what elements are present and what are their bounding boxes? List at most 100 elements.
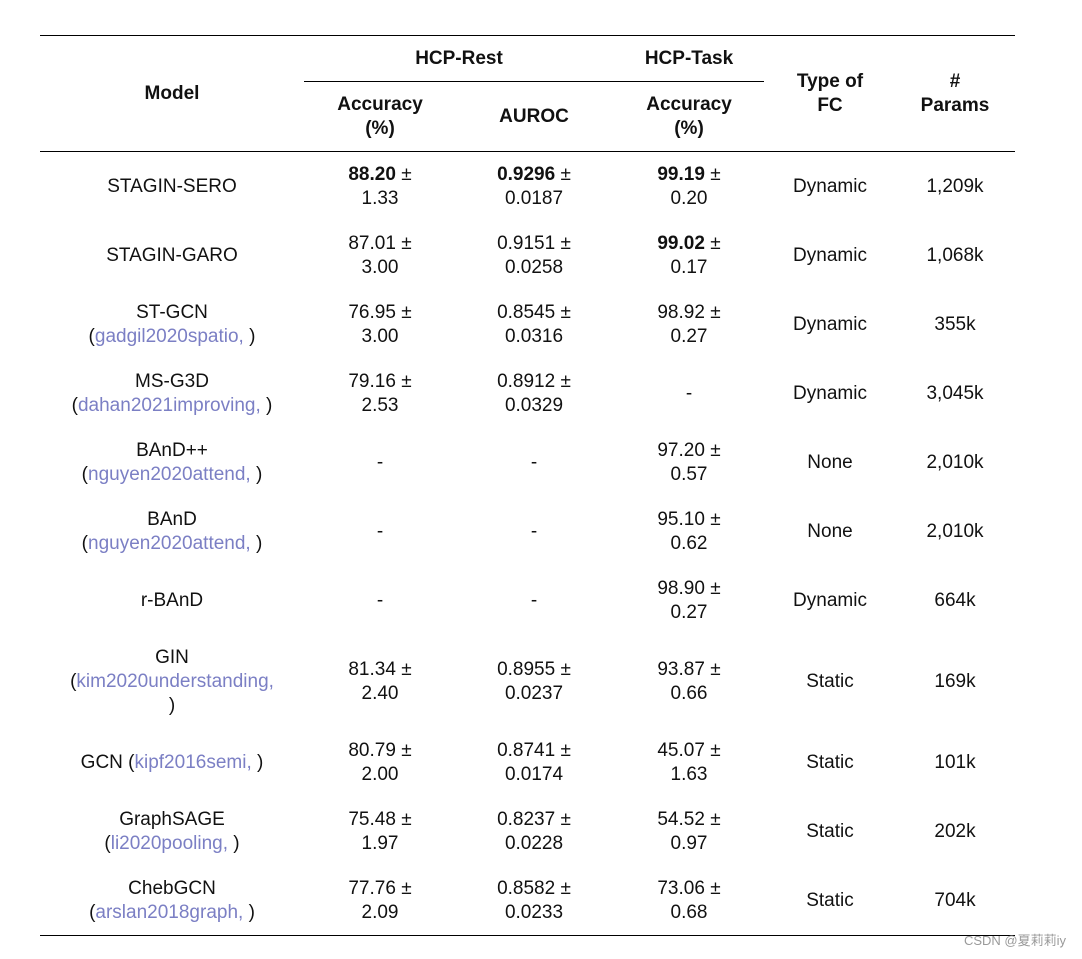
rest-accuracy-value: 77.76: [348, 878, 396, 899]
rest-accuracy: 75.48 ±1.97: [348, 808, 411, 856]
header-fc-line2: FC: [817, 95, 843, 116]
rest-auroc-sd: 0.0237: [504, 683, 564, 704]
params-cell: 664k: [934, 590, 976, 611]
model-cell: GCN (kipf2016semi, ): [81, 751, 264, 775]
rest-accuracy-sd: 2.40: [361, 683, 399, 704]
task-accuracy: 97.20 ±0.57: [657, 439, 720, 487]
task-accuracy-value: 45.07: [657, 740, 705, 761]
citation-10: arslan2018graph,: [95, 902, 244, 923]
paren-close: ): [250, 533, 263, 554]
task-accuracy-pm: ±: [704, 233, 721, 254]
header-params-line1: #: [949, 71, 961, 92]
rest-auroc-line1: 0.9296 ±: [497, 163, 571, 187]
model-name: GraphSAGE: [119, 809, 225, 830]
model-cell: ST-GCN (gadgil2020spatio, ): [89, 301, 256, 349]
header-bottom-rule: [40, 151, 1015, 152]
task-accuracy-pm: ±: [704, 440, 721, 461]
rest-auroc-line1: 0.8955 ±: [497, 658, 571, 682]
paren-close: ): [251, 752, 264, 773]
rest-accuracy-value: 80.79: [348, 740, 396, 761]
top-rule: [40, 35, 1015, 36]
model-cite-line: (li2020pooling, ): [104, 832, 239, 856]
task-accuracy-line1: 54.52 ±: [657, 808, 720, 832]
task-accuracy: 99.02 ±0.17: [657, 232, 720, 280]
rest-auroc: -: [531, 451, 537, 475]
header-model: Model: [144, 83, 200, 104]
paren-close: ): [168, 695, 176, 716]
model-name: BAnD++: [136, 440, 208, 461]
rest-auroc-value: 0.8582: [497, 878, 556, 899]
model-name: GIN: [155, 647, 189, 668]
params-cell: 2,010k: [926, 521, 984, 542]
header-task-accuracy: Accuracy (%): [646, 93, 732, 141]
task-accuracy: 95.10 ±0.62: [657, 508, 720, 556]
rest-auroc-pm: ±: [555, 809, 571, 830]
model-cite-line: (kim2020understanding,: [70, 670, 274, 694]
task-accuracy: 98.90 ±0.27: [657, 577, 720, 625]
rest-accuracy: 77.76 ±2.09: [348, 877, 411, 925]
rest-accuracy-line1: 87.01 ±: [348, 232, 411, 256]
rest-accuracy-value: -: [376, 521, 384, 542]
rest-accuracy-line1: 75.48 ±: [348, 808, 411, 832]
rest-accuracy: -: [377, 520, 383, 544]
params-cell: 169k: [934, 671, 976, 692]
fc-type-cell: Dynamic: [793, 314, 867, 335]
model-cite-line: (nguyen2020attend, ): [82, 532, 263, 556]
header-rest-accuracy: Accuracy (%): [337, 93, 423, 141]
rest-auroc-pm: ±: [555, 233, 571, 254]
task-accuracy-value: -: [685, 383, 693, 404]
rest-auroc-pm: ±: [555, 740, 571, 761]
model-cell: BAnD++ (nguyen2020attend, ): [82, 439, 263, 487]
rest-accuracy-sd: 1.97: [361, 833, 399, 854]
model-cell: r-BAnD: [141, 589, 203, 613]
rest-auroc: -: [531, 520, 537, 544]
task-accuracy-sd: 0.68: [670, 902, 708, 923]
task-accuracy-pm: ±: [704, 659, 721, 680]
task-accuracy-line1: 73.06 ±: [657, 877, 720, 901]
task-accuracy-sd: 0.20: [670, 188, 708, 209]
task-accuracy-sd: 1.63: [670, 764, 708, 785]
task-accuracy-sd: 0.97: [670, 833, 708, 854]
rest-auroc-pm: ±: [555, 878, 571, 899]
task-accuracy-line1: 97.20 ±: [657, 439, 720, 463]
task-accuracy: 99.19 ±0.20: [657, 163, 720, 211]
rest-accuracy: -: [377, 451, 383, 475]
task-accuracy-pm: ±: [704, 164, 721, 185]
rest-auroc-sd: 0.0187: [504, 188, 564, 209]
header-auroc: AUROC: [499, 106, 569, 127]
task-accuracy-line1: 98.92 ±: [657, 301, 720, 325]
rest-accuracy-line1: 77.76 ±: [348, 877, 411, 901]
rest-auroc-value: -: [530, 590, 538, 611]
model-name: GCN: [80, 752, 129, 773]
paren-open: (: [88, 326, 95, 347]
model-name: BAnD: [147, 509, 197, 530]
rest-auroc-sd: 0.0329: [504, 395, 564, 416]
citation-5: nguyen2020attend,: [88, 533, 251, 554]
params-cell: 1,068k: [926, 245, 984, 266]
model-cell: GraphSAGE (li2020pooling, ): [104, 808, 239, 856]
task-accuracy-value: 99.19: [657, 164, 705, 185]
params-cell: 202k: [934, 821, 976, 842]
rest-auroc-value: 0.8237: [497, 809, 556, 830]
rest-auroc: 0.8912 ±0.0329: [497, 370, 571, 418]
rest-accuracy-value: 88.20: [348, 164, 396, 185]
header-sub-rule: [304, 81, 764, 82]
task-accuracy-value: 95.10: [657, 509, 705, 530]
rest-accuracy-line1: 76.95 ±: [348, 301, 411, 325]
rest-auroc: 0.9151 ±0.0258: [497, 232, 571, 280]
model-cell: STAGIN-GARO: [106, 244, 238, 268]
paren-close: ): [250, 464, 263, 485]
params-cell: 2,010k: [926, 452, 984, 473]
params-cell: 704k: [934, 890, 976, 911]
task-accuracy-value: 98.90: [657, 578, 705, 599]
rest-accuracy-sd: 3.00: [361, 257, 399, 278]
watermark: CSDN @夏莉莉iy: [963, 933, 1066, 948]
task-accuracy-line1: 93.87 ±: [657, 658, 720, 682]
task-accuracy-sd: 0.62: [670, 533, 708, 554]
rest-accuracy-sd: 2.53: [361, 395, 399, 416]
task-accuracy: 98.92 ±0.27: [657, 301, 720, 349]
fc-type-cell: Static: [806, 890, 854, 911]
rest-auroc-pm: ±: [555, 164, 571, 185]
fc-type-cell: Static: [806, 671, 854, 692]
header-params: # Params: [921, 70, 990, 118]
